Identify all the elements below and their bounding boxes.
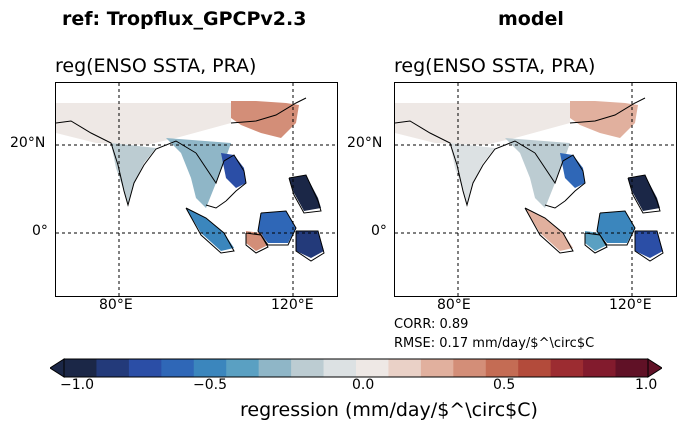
model-map-panel	[394, 82, 677, 297]
colorbar-tick: 0.5	[493, 377, 516, 393]
colorbar	[50, 358, 662, 378]
colorbar-tick: −1.0	[60, 377, 94, 393]
model-lon-tick-80e: 80°E	[437, 297, 471, 313]
model-lat-tick-20n: 20°N	[347, 135, 383, 151]
rmse-stat: RMSE: 0.17 mm/day/$^\circ$C	[394, 336, 595, 351]
region-fill	[570, 101, 638, 138]
colorbar-tick: −0.5	[193, 377, 227, 393]
colorbar-swatch	[193, 359, 227, 377]
coastline	[584, 232, 608, 254]
model-lat-tick-0: 0°	[371, 223, 387, 239]
coastline	[245, 232, 269, 254]
model-super-title: model	[498, 8, 564, 30]
ref-lon-tick-80e: 80°E	[99, 297, 133, 313]
colorbar-tick: 1.0	[635, 377, 658, 393]
model-subtitle: reg(ENSO SSTA, PRA)	[394, 55, 596, 77]
ref-lat-tick-20n: 20°N	[10, 135, 46, 151]
model-map-svg	[395, 83, 676, 296]
region-fill	[56, 103, 231, 145]
region-fill	[221, 153, 246, 188]
region-fill	[635, 231, 663, 258]
region-fill	[258, 211, 296, 243]
colorbar-swatch	[356, 359, 389, 377]
coastline	[534, 152, 586, 202]
region-fill	[186, 208, 234, 251]
ref-lat-tick-0: 0°	[32, 223, 48, 239]
coastline	[288, 174, 322, 214]
colorbar-swatch	[550, 359, 584, 377]
region-fill	[597, 211, 635, 243]
model-lon-tick-120e: 120°E	[609, 297, 652, 313]
ref-map-svg	[56, 83, 337, 296]
ref-super-title: ref: Tropflux_GPCPv2.3	[62, 8, 307, 30]
coastline	[596, 210, 636, 246]
coastline	[395, 120, 536, 207]
coastline	[524, 207, 574, 254]
region-fill	[560, 153, 585, 188]
colorbar-swatch	[64, 359, 97, 377]
region-fill	[505, 138, 570, 208]
ref-subtitle: reg(ENSO SSTA, PRA)	[55, 55, 257, 77]
region-fill	[296, 231, 324, 258]
colorbar-swatch	[258, 359, 292, 377]
colorbar-swatch	[96, 359, 130, 377]
region-fill	[231, 101, 299, 138]
colorbar-swatch	[388, 359, 422, 377]
ref-lon-tick-120e: 120°E	[271, 297, 314, 313]
colorbar-ticks: −1.0 −0.5 0.0 0.5 1.0	[0, 377, 688, 399]
coastline	[634, 230, 664, 262]
colorbar-swatch	[128, 359, 162, 377]
region-fill	[585, 231, 607, 251]
region-fill	[166, 138, 231, 208]
region-fill	[289, 175, 321, 211]
region-fill	[395, 103, 570, 145]
colorbar-tick: 0.0	[352, 377, 375, 393]
coastline	[295, 230, 325, 262]
coastline	[185, 207, 235, 254]
colorbar-swatch	[583, 359, 617, 377]
colorbar-swatch	[161, 359, 195, 377]
region-fill	[111, 143, 156, 203]
coastline	[56, 120, 197, 207]
colorbar-extend-left	[50, 358, 65, 378]
colorbar-swatch	[518, 359, 552, 377]
region-fill	[450, 143, 495, 203]
region-fill	[628, 175, 660, 211]
colorbar-extend-right	[647, 358, 662, 378]
coastline	[195, 152, 247, 202]
colorbar-frame	[63, 358, 649, 378]
colorbar-swatch	[615, 359, 649, 377]
coastline	[627, 174, 661, 214]
region-fill	[525, 208, 573, 251]
colorbar-swatch	[453, 359, 487, 377]
corr-stat: CORR: 0.89	[394, 317, 469, 332]
colorbar-swatch	[420, 359, 454, 377]
coastline	[569, 97, 646, 124]
colorbar-swatch	[323, 359, 357, 377]
region-fill	[246, 231, 268, 251]
coastline	[205, 200, 227, 209]
coastline	[257, 210, 297, 246]
coastline	[544, 200, 566, 209]
ref-map-panel	[55, 82, 338, 297]
coastline	[230, 97, 307, 124]
colorbar-swatch	[485, 359, 519, 377]
colorbar-label: regression (mm/day/$^\circ$C)	[240, 399, 538, 421]
colorbar-swatch	[226, 359, 260, 377]
colorbar-swatch	[291, 359, 325, 377]
